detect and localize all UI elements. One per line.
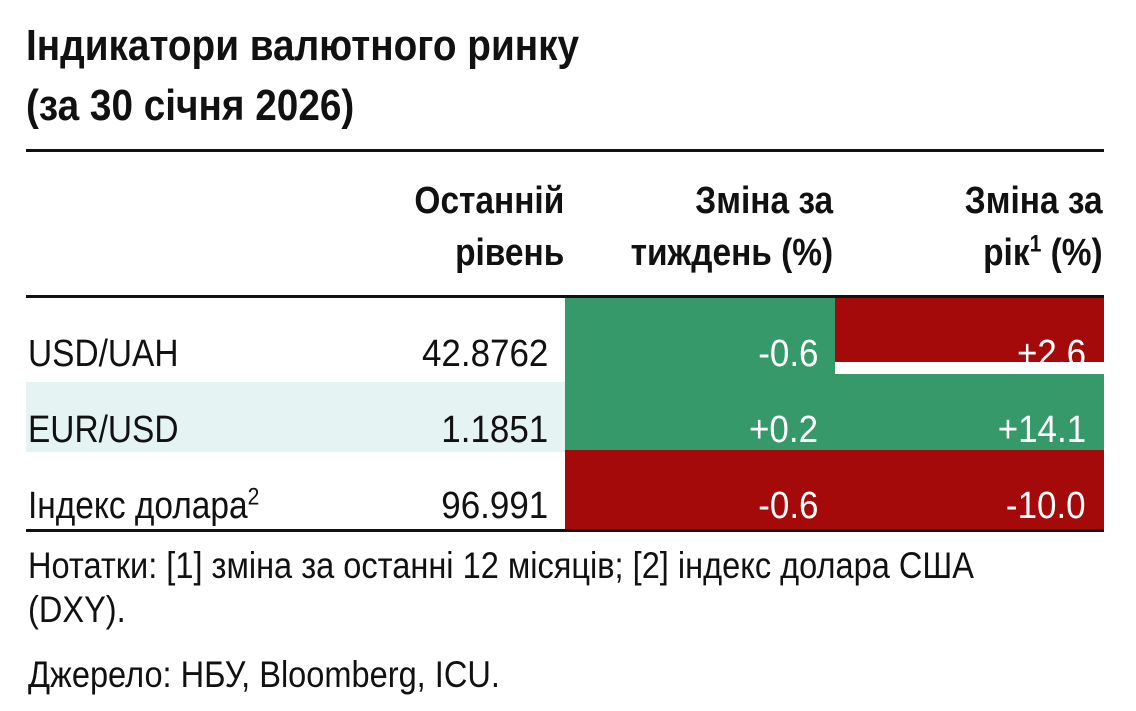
notes-text: Нотатки: [1] зміна за останні 12 місяців… xyxy=(28,545,974,630)
table-bottom-rule xyxy=(26,529,1104,532)
week-change-cell xyxy=(565,450,835,529)
footnote-marker-1: 1 xyxy=(1029,230,1042,258)
year-change-value: +14.1 xyxy=(997,409,1086,451)
row-label-text: EUR/USD xyxy=(28,409,179,451)
title-line-2: (за 30 січня 2026) xyxy=(26,81,355,130)
row-label-text: USD/UAH xyxy=(28,333,179,375)
title-line-1: Індикатори валютного ринку xyxy=(26,21,580,70)
week-change-value: -0.6 xyxy=(757,333,818,375)
column-header-year-change: Зміна за рік1 (%) xyxy=(965,180,1103,274)
header-rule xyxy=(26,295,1104,298)
footnote-marker-2: 2 xyxy=(247,483,260,511)
week-change-cell xyxy=(565,298,835,374)
last-level-value: 96.991 xyxy=(441,485,548,527)
column-header-week-change: Зміна за тиждень (%) xyxy=(630,180,833,274)
table-top-rule xyxy=(26,149,1104,152)
row-label: EUR/USD xyxy=(28,410,179,450)
last-level-value: 1.1851 xyxy=(441,409,548,451)
column-header-last-level: Останній рівень xyxy=(414,180,564,274)
year-change-value: -10.0 xyxy=(1006,485,1086,527)
row-label: USD/UAH xyxy=(28,334,179,374)
year-change-cell xyxy=(835,374,1104,450)
source-text: Джерело: НБУ, Bloomberg, ICU. xyxy=(28,654,500,695)
row-label: Індекс долара2 xyxy=(28,483,260,527)
week-change-value: -0.6 xyxy=(757,485,818,527)
row-label-text: Індекс долара xyxy=(28,485,248,527)
week-change-cell xyxy=(565,374,835,450)
year-change-value: +2.6 xyxy=(1016,333,1086,375)
year-change-cell xyxy=(835,450,1104,529)
week-change-value: +0.2 xyxy=(748,409,818,451)
last-level-value: 42.8762 xyxy=(421,333,548,375)
chart-title: Індикатори валютного ринку (за 30 січня … xyxy=(26,16,976,136)
year-change-cell xyxy=(835,298,1104,362)
